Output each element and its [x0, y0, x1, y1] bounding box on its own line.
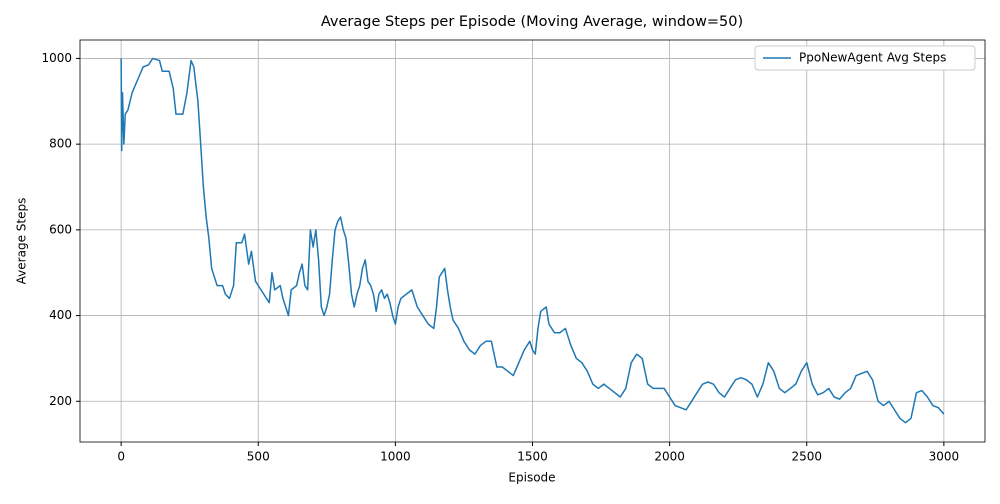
legend-label: PpoNewAgent Avg Steps [799, 51, 946, 65]
x-tick-label: 3000 [929, 450, 960, 464]
x-tick-label: 1500 [517, 450, 548, 464]
data-line [120, 57, 945, 424]
y-tick-label: 200 [49, 394, 72, 408]
legend-box [754, 45, 976, 71]
y-tick-label: 800 [49, 137, 72, 151]
y-tick-label: 400 [49, 308, 72, 322]
y-tick-label: 1000 [41, 51, 72, 65]
plot-frame [79, 39, 986, 443]
chart-title: Average Steps per Episode (Moving Averag… [321, 14, 743, 30]
x-axis-label: Episode [508, 471, 555, 485]
x-tick-label: 0 [117, 450, 125, 464]
x-tick-label: 2500 [791, 450, 822, 464]
x-tick-label: 500 [247, 450, 270, 464]
y-axis-label: Average Steps [15, 198, 29, 285]
y-tick-label: 600 [49, 222, 72, 236]
x-tick-label: 1000 [380, 450, 411, 464]
x-tick-label: 2000 [654, 450, 685, 464]
